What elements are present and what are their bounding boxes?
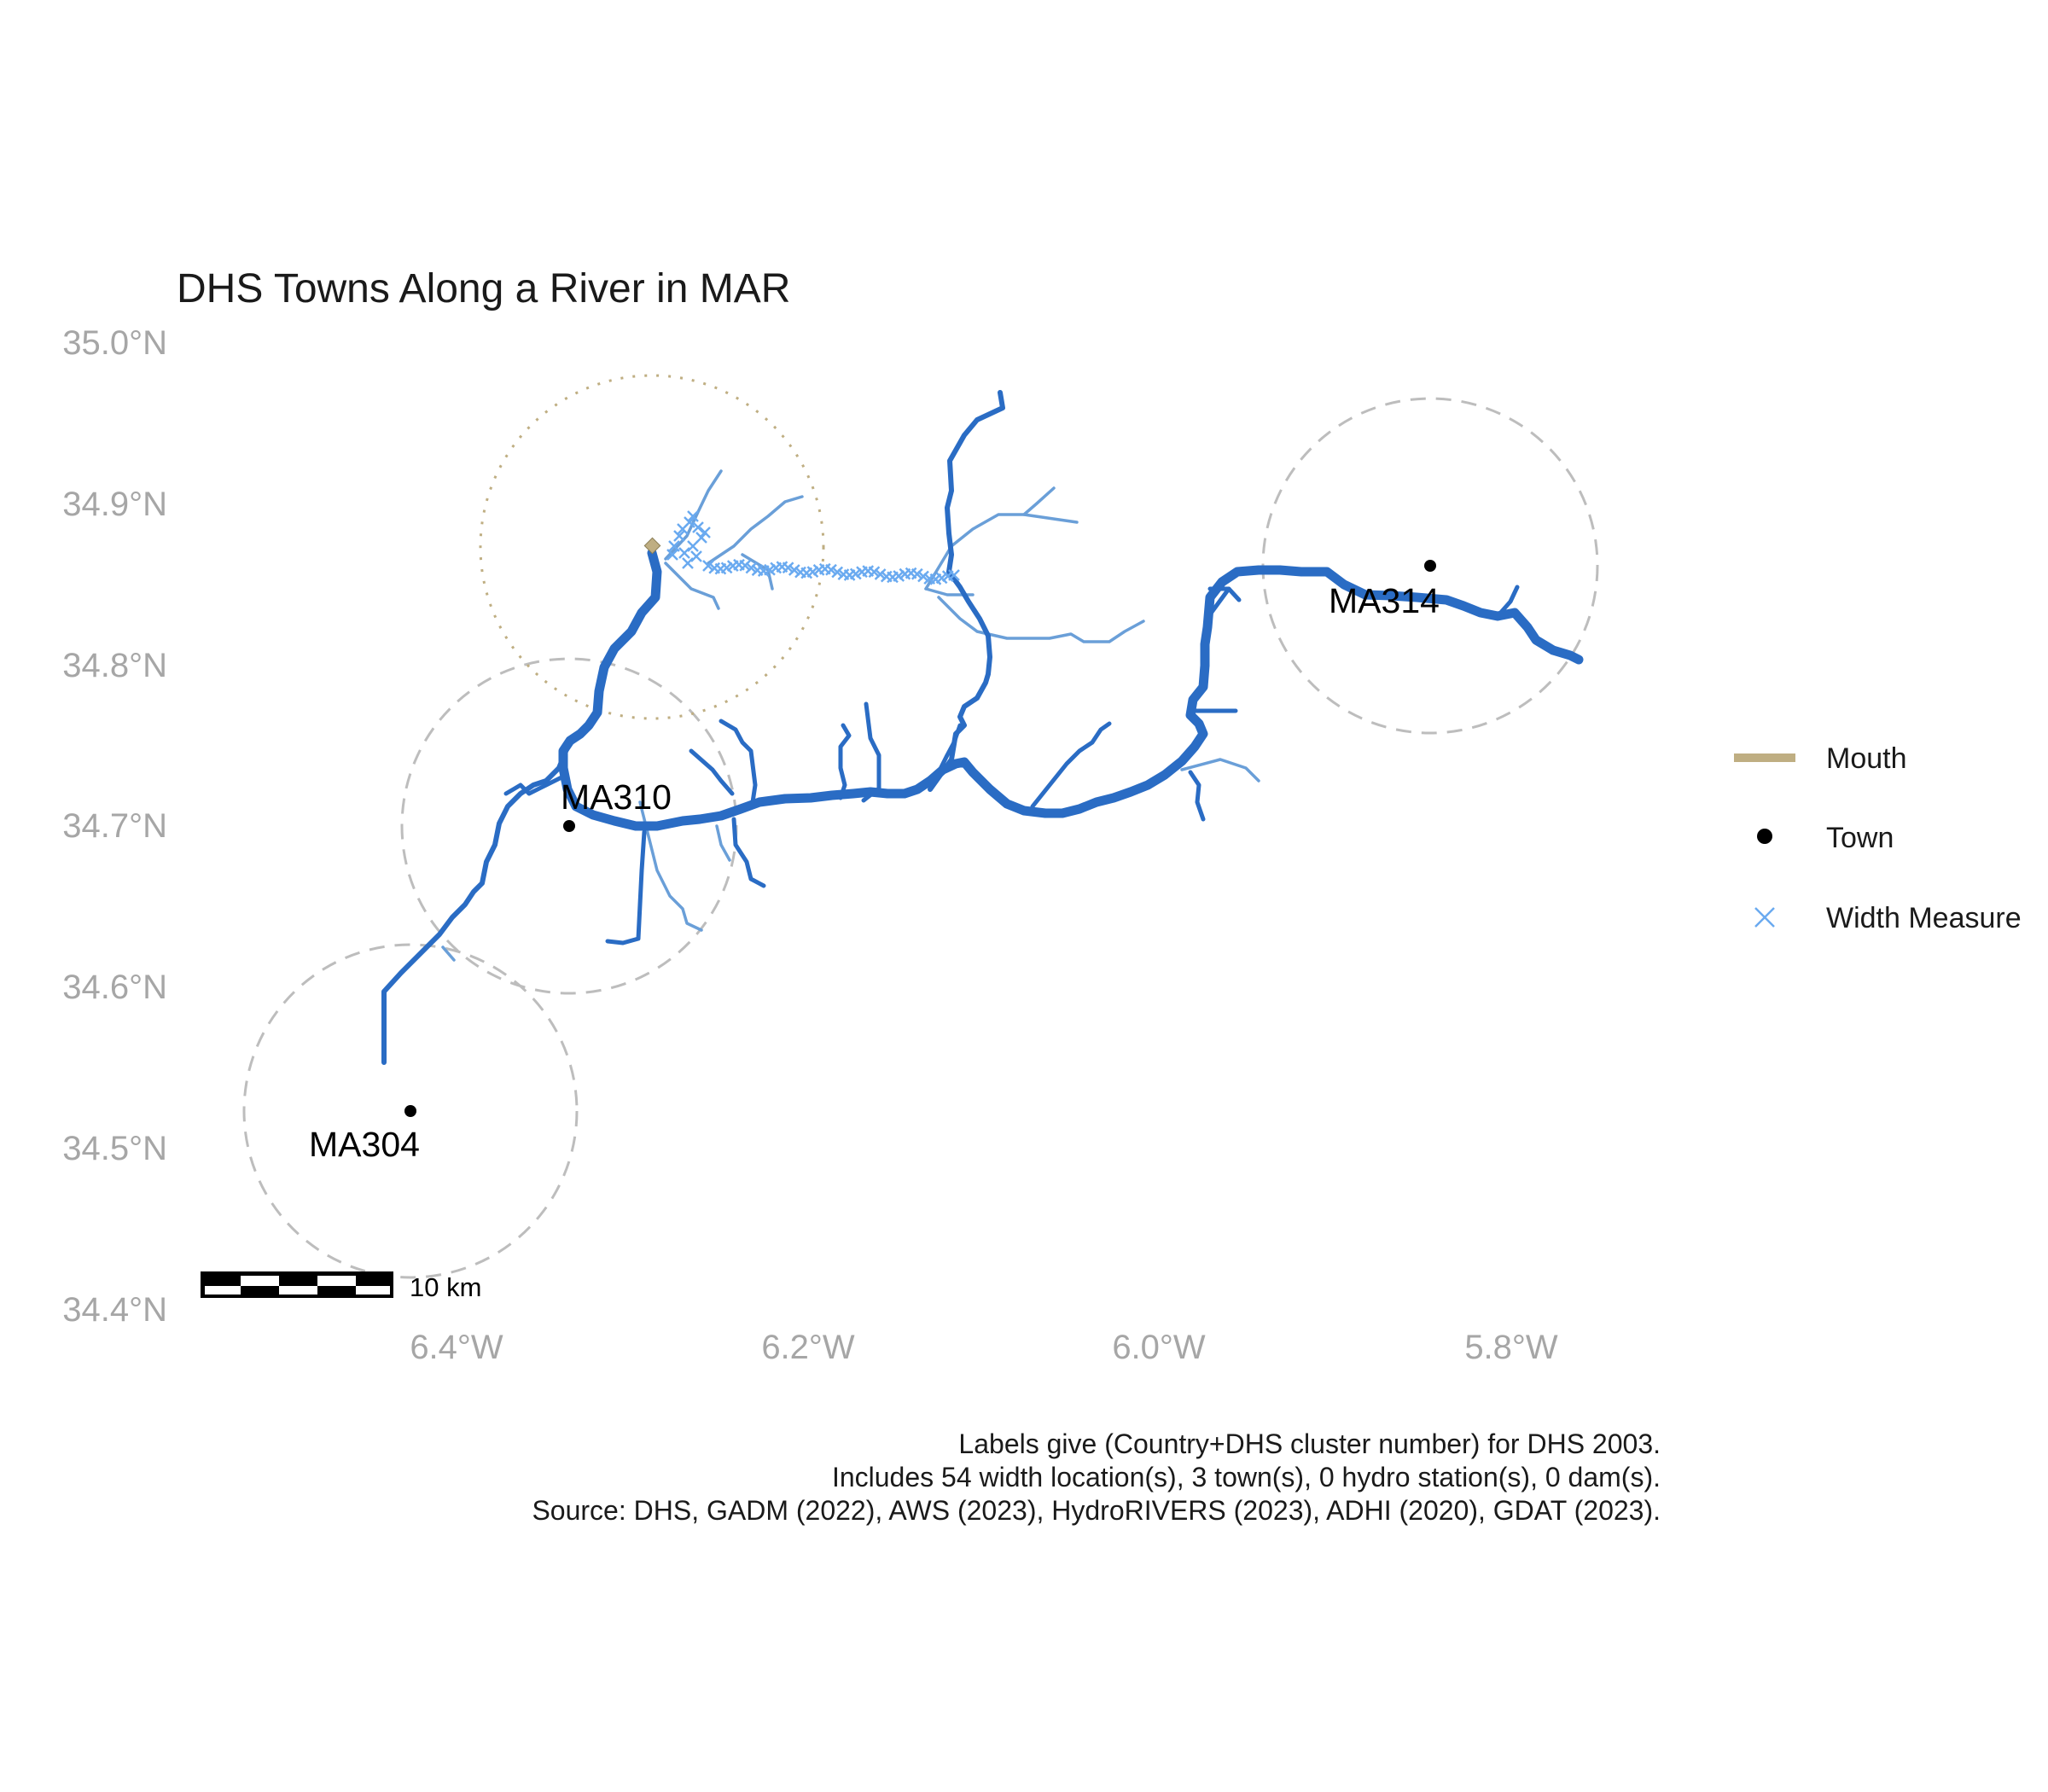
scale-bar-segment bbox=[205, 1286, 241, 1295]
river-main-tributary bbox=[689, 748, 735, 796]
caption: Labels give (Country+DHS cluster number)… bbox=[532, 1428, 1661, 1526]
tributary bbox=[1180, 758, 1260, 783]
width-measure-cross bbox=[692, 521, 704, 533]
width-measure-cross bbox=[687, 540, 699, 552]
x-tick-label: 6.4°W bbox=[410, 1329, 503, 1366]
town-label-ma314: MA314 bbox=[1329, 581, 1440, 620]
width-measure-cross bbox=[825, 563, 837, 576]
width-measure-cross bbox=[702, 560, 714, 572]
tributary bbox=[937, 596, 1145, 643]
tributary bbox=[441, 945, 456, 962]
scale-bar-segment bbox=[241, 1276, 279, 1286]
width-measure-cross bbox=[666, 549, 678, 561]
caption-line-1: Labels give (Country+DHS cluster number)… bbox=[958, 1428, 1661, 1459]
y-tick-label: 34.4°N bbox=[62, 1291, 167, 1329]
y-tick-label: 34.8°N bbox=[62, 647, 167, 684]
river-main-tributary bbox=[936, 723, 963, 775]
y-tick-label: 34.5°N bbox=[62, 1130, 167, 1167]
x-axis: 6.4°W 6.2°W 6.0°W 5.8°W bbox=[410, 1329, 1558, 1366]
river-main-tributary bbox=[503, 774, 570, 796]
river-main-tributary bbox=[1207, 586, 1231, 617]
map-title: DHS Towns Along a River in MAR bbox=[177, 266, 790, 311]
width-measure-cross bbox=[673, 530, 685, 542]
scale-bar-segment bbox=[317, 1276, 356, 1286]
scale-bar-label: 10 km bbox=[410, 1272, 481, 1302]
caption-line-2: Includes 54 width location(s), 3 town(s)… bbox=[832, 1462, 1661, 1492]
width-measure-cross bbox=[874, 568, 887, 580]
river-main-tributary bbox=[861, 701, 881, 803]
river-main-tributary bbox=[731, 817, 766, 888]
width-measure-cross bbox=[699, 527, 711, 538]
y-tick-label: 34.6°N bbox=[62, 969, 167, 1006]
legend-town-key bbox=[1757, 829, 1772, 844]
legend-width-measure-key bbox=[1754, 907, 1775, 928]
x-tick-label: 6.0°W bbox=[1112, 1329, 1206, 1366]
y-axis: 35.0°N 34.9°N 34.8°N 34.7°N 34.6°N 34.5°… bbox=[62, 324, 167, 1329]
river-main-tributary bbox=[1495, 585, 1520, 619]
width-measure-cross bbox=[687, 510, 699, 522]
river-tributaries bbox=[441, 469, 1260, 962]
river-main-tributary bbox=[838, 723, 852, 800]
tributary bbox=[715, 824, 731, 862]
river-main bbox=[381, 390, 1584, 1065]
width-measure-cross bbox=[739, 559, 752, 572]
river-main-tributary bbox=[1030, 721, 1112, 809]
width-measure-cross bbox=[868, 566, 881, 579]
caption-line-3: Source: DHS, GADM (2022), AWS (2023), Hy… bbox=[532, 1495, 1661, 1526]
y-tick-label: 34.9°N bbox=[62, 486, 167, 523]
town-point-ma304 bbox=[404, 1105, 416, 1117]
town-label-ma304: MA304 bbox=[309, 1125, 420, 1164]
width-measure-cross bbox=[782, 561, 794, 574]
width-measure-cross bbox=[682, 557, 694, 569]
mouth-buffer-circle bbox=[479, 374, 825, 720]
river-main-tail bbox=[381, 738, 573, 1065]
legend-town-label: Town bbox=[1826, 822, 1894, 854]
width-measure-cross bbox=[690, 550, 702, 562]
river-mouth-marker bbox=[643, 537, 661, 555]
legend-mouth-label: Mouth bbox=[1826, 742, 1907, 775]
width-measure-cross bbox=[745, 561, 758, 574]
river-main-tributary bbox=[605, 829, 647, 945]
legend: Mouth Town Width Measure bbox=[1734, 742, 2022, 934]
tributary bbox=[638, 800, 703, 932]
x-tick-label: 5.8°W bbox=[1464, 1329, 1558, 1366]
legend-width-measure-label: Width Measure bbox=[1826, 902, 2022, 934]
river-main-tributary bbox=[928, 390, 1005, 792]
tributary bbox=[707, 495, 804, 565]
scale-bar-segment bbox=[279, 1286, 317, 1295]
town-point-ma314 bbox=[1424, 560, 1436, 572]
river-main-tributary bbox=[719, 719, 758, 805]
y-tick-label: 34.7°N bbox=[62, 807, 167, 845]
x-tick-label: 6.2°W bbox=[761, 1329, 855, 1366]
tributary bbox=[1022, 513, 1079, 524]
width-measure-cross bbox=[917, 570, 929, 583]
towns: MA304 MA310 MA314 bbox=[309, 560, 1440, 1164]
town-buffer-circles bbox=[242, 397, 1599, 1279]
scale-bar: 10 km bbox=[201, 1271, 481, 1302]
town-point-ma310 bbox=[563, 820, 575, 832]
width-measure-cross bbox=[948, 569, 960, 581]
town-label-ma310: MA310 bbox=[561, 777, 672, 817]
width-measure-cross bbox=[788, 564, 800, 576]
river-main-channel bbox=[558, 548, 1584, 831]
buffer-circle-ma304 bbox=[242, 943, 579, 1279]
width-measure-cross bbox=[831, 566, 844, 579]
width-measure-cross bbox=[911, 567, 923, 580]
width-measure-cross bbox=[684, 516, 695, 528]
width-measure-cross bbox=[678, 547, 690, 559]
tributary bbox=[664, 561, 720, 610]
scale-bar-segment bbox=[356, 1286, 390, 1295]
river-main-tributary bbox=[1188, 770, 1206, 822]
y-tick-label: 35.0°N bbox=[62, 324, 167, 362]
width-measures bbox=[666, 510, 960, 585]
